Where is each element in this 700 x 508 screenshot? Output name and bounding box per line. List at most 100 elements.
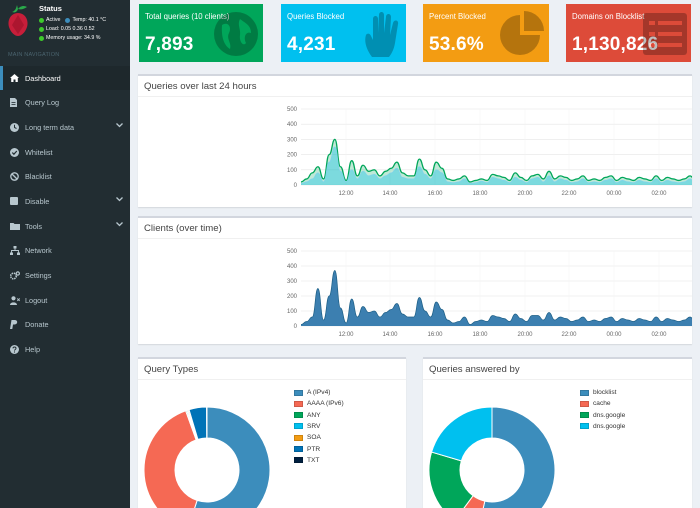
stop-icon bbox=[10, 197, 21, 205]
queries-chart-box: Queries over last 24 hours 0 100 200 300 400… bbox=[138, 74, 692, 207]
x-tick-label: 02:00 bbox=[651, 332, 667, 338]
pie-slice[interactable] bbox=[143, 410, 198, 508]
legend-label: SOA bbox=[307, 434, 321, 442]
clients-chart[interactable]: 0 100 200 300 400 500 12:00 14:00 16:00 18:00 20:0… bbox=[138, 218, 692, 344]
x-tick-label: 18:00 bbox=[472, 332, 488, 338]
status-temp: Temp: 40.1 °C bbox=[72, 17, 107, 23]
sidebar-item-donate[interactable]: Donate bbox=[0, 312, 130, 336]
hand-icon bbox=[365, 12, 399, 57]
pihole-logo-icon bbox=[8, 5, 28, 36]
queries-chart[interactable]: 0 100 200 300 400 500 12:00 14:00 16:00 18:00 20:0… bbox=[138, 76, 692, 207]
status-active-line: Active Temp: 40.1 °C bbox=[39, 17, 106, 23]
query-types-donut[interactable] bbox=[138, 380, 278, 508]
chevron-down-icon bbox=[116, 123, 123, 128]
x-tick-label: 12:00 bbox=[338, 191, 354, 197]
sidebar-item-whitelist[interactable]: Whitelist bbox=[0, 140, 130, 164]
y-tick-label: 200 bbox=[287, 153, 298, 159]
sidebar-item-long-term-data[interactable]: Long term data bbox=[0, 115, 130, 139]
sidebar-item-help[interactable]: Help bbox=[0, 337, 130, 361]
x-tick-label: 20:00 bbox=[517, 332, 533, 338]
pie-slice[interactable] bbox=[428, 451, 474, 508]
status-active: Active bbox=[46, 17, 61, 23]
legend-swatch bbox=[294, 423, 303, 430]
x-tick-label: 00:00 bbox=[606, 191, 622, 197]
ban-icon bbox=[10, 171, 21, 181]
x-tick-label: 16:00 bbox=[427, 332, 443, 338]
domains-blocklist-value: 1,130,826 bbox=[572, 34, 659, 55]
sidebar-item-label: Disable bbox=[25, 196, 50, 206]
total-queries-value: 7,893 bbox=[145, 34, 194, 55]
home-icon bbox=[10, 74, 21, 82]
legend-item[interactable]: cache bbox=[580, 400, 611, 407]
x-tick-label: 14:00 bbox=[382, 191, 398, 197]
sidebar-item-logout[interactable]: Logout bbox=[0, 288, 130, 312]
sidebar-item-disable[interactable]: Disable bbox=[0, 189, 130, 213]
paypal-icon bbox=[10, 319, 21, 329]
series-line bbox=[300, 138, 692, 183]
answered-by-donut[interactable] bbox=[423, 380, 563, 508]
box-divider bbox=[138, 238, 692, 239]
sidebar-item-dashboard[interactable]: Dashboard bbox=[0, 66, 130, 90]
sidebar-item-label: Tools bbox=[25, 221, 43, 231]
status-title: Status bbox=[39, 4, 62, 13]
answered-by-box: Queries answered by blocklist cache dns.go… bbox=[423, 357, 692, 508]
sidebar-item-blacklist[interactable]: Blacklist bbox=[0, 164, 130, 188]
sidebar-item-settings[interactable]: Settings bbox=[0, 263, 130, 287]
check-circle-icon bbox=[10, 147, 21, 157]
clock-icon bbox=[10, 122, 21, 132]
x-tick-label: 00:00 bbox=[606, 332, 622, 338]
query-types-box: Query Types A (IPv4) AAAA (IPv6) ANY SRV SOA… bbox=[138, 357, 406, 508]
y-tick-label: 500 bbox=[287, 249, 298, 255]
legend-item[interactable]: ANY bbox=[294, 412, 321, 419]
series-area bbox=[301, 270, 692, 326]
percent-blocked-label: Percent Blocked bbox=[429, 12, 486, 21]
pie-slice[interactable] bbox=[188, 406, 271, 508]
legend-item[interactable]: TXT bbox=[294, 457, 319, 464]
legend-item[interactable]: dns.google bbox=[580, 412, 625, 419]
legend-item[interactable]: A (IPv4) bbox=[294, 389, 330, 396]
legend-swatch bbox=[294, 457, 303, 464]
globe-icon bbox=[214, 12, 258, 56]
sidebar-item-label: Blacklist bbox=[25, 171, 52, 181]
legend-label: AAAA (IPv6) bbox=[307, 400, 344, 408]
legend-item[interactable]: dns.google bbox=[580, 423, 625, 430]
sidebar-item-query-log[interactable]: Query Log bbox=[0, 90, 130, 114]
legend-item[interactable]: SRV bbox=[294, 423, 320, 430]
legend-item[interactable]: PTR bbox=[294, 446, 320, 453]
y-tick-label: 400 bbox=[287, 122, 298, 128]
sidebar-item-network[interactable]: Network bbox=[0, 238, 130, 262]
sidebar-item-label: Settings bbox=[25, 270, 52, 280]
sidebar-item-tools[interactable]: Tools bbox=[0, 214, 130, 238]
percent-blocked-box: Percent Blocked 53.6% bbox=[423, 4, 549, 62]
legend-label: dns.google bbox=[593, 422, 626, 430]
legend-label: blocklist bbox=[593, 389, 617, 396]
pie-chart-icon bbox=[500, 11, 544, 55]
domains-blocklist-box: Domains on Blocklist 1,130,826 bbox=[566, 4, 691, 62]
legend-swatch bbox=[294, 446, 303, 452]
temp-dot-icon bbox=[65, 17, 71, 23]
legend-swatch bbox=[580, 412, 589, 419]
total-queries-box: Total queries (10 clients) 7,893 bbox=[139, 4, 263, 62]
legend-item[interactable]: SOA bbox=[294, 434, 321, 441]
pie-slice[interactable] bbox=[478, 406, 556, 508]
legend-item[interactable]: AAAA (IPv6) bbox=[294, 400, 344, 407]
nav-header: MAIN NAVIGATION bbox=[8, 52, 60, 58]
gears-icon bbox=[10, 270, 21, 280]
sidebar-item-label: Query Log bbox=[25, 97, 60, 107]
domains-blocklist-label: Domains on Blocklist bbox=[572, 12, 645, 21]
status-panel: Status Active Temp: 40.1 °C Load: 0.05 0… bbox=[0, 0, 130, 46]
legend-label: A (IPv4) bbox=[307, 389, 331, 396]
legend-label: TXT bbox=[307, 456, 320, 464]
y-tick-label: 300 bbox=[287, 137, 298, 143]
y-tick-label: 0 bbox=[294, 324, 298, 330]
status-load-line: Load: 0.05 0.36 0.52 bbox=[39, 26, 95, 32]
legend-item[interactable]: blocklist bbox=[580, 389, 616, 396]
pie-slice[interactable] bbox=[430, 406, 493, 462]
sidebar-item-label: Whitelist bbox=[25, 147, 53, 157]
y-tick-label: 500 bbox=[287, 107, 298, 113]
box-divider bbox=[138, 379, 406, 380]
list-icon bbox=[643, 13, 687, 55]
x-tick-label: 22:00 bbox=[561, 332, 577, 338]
y-tick-label: 200 bbox=[287, 294, 298, 300]
status-load: Load: 0.05 0.36 0.52 bbox=[46, 26, 95, 32]
